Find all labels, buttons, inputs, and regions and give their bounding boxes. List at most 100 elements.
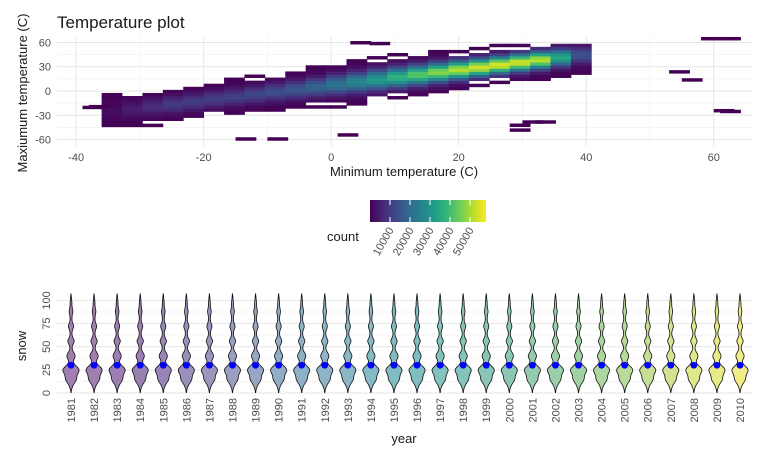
heatmap-bin [122, 102, 143, 106]
heatmap-bin [509, 71, 531, 75]
violin-x-tick-label: 1991 [297, 398, 309, 422]
heatmap-bin [305, 77, 327, 82]
heatmap-x-ticks: -40 -20 0 20 40 60 [68, 152, 720, 164]
heatmap-bin [366, 77, 388, 82]
heatmap-bin [346, 83, 368, 88]
violin-y-tick-label: 0 [41, 390, 53, 396]
heatmap-bin [489, 65, 511, 69]
heatmap-bin [550, 43, 572, 48]
heatmap-bin [183, 114, 205, 118]
heatmap-bin [162, 111, 184, 115]
heatmap-bin [448, 62, 470, 66]
heatmap-bin [305, 74, 327, 78]
heatmap-bin [142, 99, 164, 103]
heatmap-bin [468, 77, 490, 82]
heatmap-bin [366, 92, 388, 97]
violin-1990 [270, 293, 288, 393]
violin-x-tick-label: 1989 [251, 398, 263, 422]
heatmap-bin [448, 83, 470, 88]
heatmap-bin [509, 56, 531, 60]
heatmap-bin [264, 86, 286, 91]
heatmap-outlier-bin [522, 120, 544, 124]
heatmap-bin [244, 83, 266, 88]
violin-x-tick-label: 1992 [320, 398, 332, 422]
heatmap-bin [468, 83, 490, 88]
heatmap-bin [468, 71, 490, 75]
heatmap-bin [305, 71, 327, 75]
heatmap-bin [428, 74, 449, 78]
heatmap-bin [285, 92, 307, 97]
heatmap-bin [550, 71, 572, 75]
heatmap-bin [550, 46, 572, 51]
violin-point-1991 [298, 361, 306, 369]
violin-point-1988 [229, 361, 236, 369]
heatmap-bin [122, 111, 143, 115]
heatmap-bin [244, 92, 266, 97]
heatmap-bin [428, 77, 449, 82]
heatmap-bin [489, 52, 511, 57]
violin-point-1995 [390, 361, 398, 369]
heatmap-bin [530, 56, 551, 60]
heatmap-bin [264, 99, 286, 103]
heatmap-bin [509, 59, 531, 63]
heatmap-bin [530, 68, 551, 72]
heatmap-bin [203, 89, 225, 94]
heatmap-bin [530, 62, 551, 66]
heatmap-bin [570, 62, 592, 66]
violin-point-1982 [90, 361, 98, 369]
heatmap-bin [142, 123, 164, 128]
violin-y-axis-label: snow [14, 330, 29, 361]
violin-point-2003 [575, 361, 582, 369]
violin-y-ticks: 0 25 50 75 100 [41, 291, 53, 396]
heatmap-bin [387, 86, 409, 91]
heatmap-bin [550, 65, 572, 69]
heatmap-bin [407, 74, 429, 78]
heatmap-bin [407, 89, 429, 94]
heatmap-bin [183, 96, 205, 100]
heatmap-bin [489, 62, 511, 66]
heatmap-bin [407, 62, 429, 66]
violin-y-tick-label: 25 [41, 364, 53, 376]
heatmap-x-tick-label: -20 [196, 152, 212, 164]
heatmap-bin [326, 83, 347, 88]
heatmap-bin [183, 89, 205, 94]
heatmap-bin [285, 77, 307, 82]
heatmap-bin [346, 80, 368, 85]
heatmap-bin [244, 80, 266, 85]
heatmap-bin [550, 59, 572, 63]
heatmap-bin [142, 114, 164, 118]
violin-1999 [477, 293, 495, 393]
heatmap-bin [346, 65, 368, 69]
heatmap-bin [346, 71, 368, 75]
violin-2000 [500, 293, 518, 393]
heatmap-bin [101, 96, 123, 100]
heatmap-bin [305, 89, 327, 94]
violin-2006 [639, 293, 657, 393]
heatmap-bin [550, 56, 572, 60]
violin-y-tick-label: 50 [41, 341, 53, 353]
heatmap-y-tick-label: 0 [45, 86, 51, 98]
heatmap-bin [142, 105, 164, 109]
heatmap-bin [142, 102, 164, 106]
violin-x-tick-label: 1990 [274, 398, 286, 422]
heatmap-bin [489, 74, 511, 78]
heatmap-bin [366, 74, 388, 78]
heatmap-bin [101, 117, 123, 121]
heatmap-outlier-bin [535, 120, 557, 124]
violin-x-tick-label: 1987 [204, 398, 216, 422]
violin-1998 [454, 293, 472, 393]
violin-point-1985 [159, 361, 167, 369]
heatmap-bin [326, 77, 347, 82]
heatmap-bin [448, 59, 470, 63]
heatmap-bin [183, 108, 205, 112]
violin-2009 [708, 293, 726, 393]
heatmap-bin [550, 49, 572, 54]
violin-point-1996 [413, 361, 421, 369]
heatmap-bin [305, 83, 327, 88]
heatmap-bin [224, 86, 245, 91]
heatmap-bin [244, 96, 266, 100]
violin-point-2000 [505, 361, 513, 369]
heatmap-bin [570, 49, 592, 54]
heatmap-bin [428, 80, 449, 85]
heatmap-cells [82, 36, 741, 141]
